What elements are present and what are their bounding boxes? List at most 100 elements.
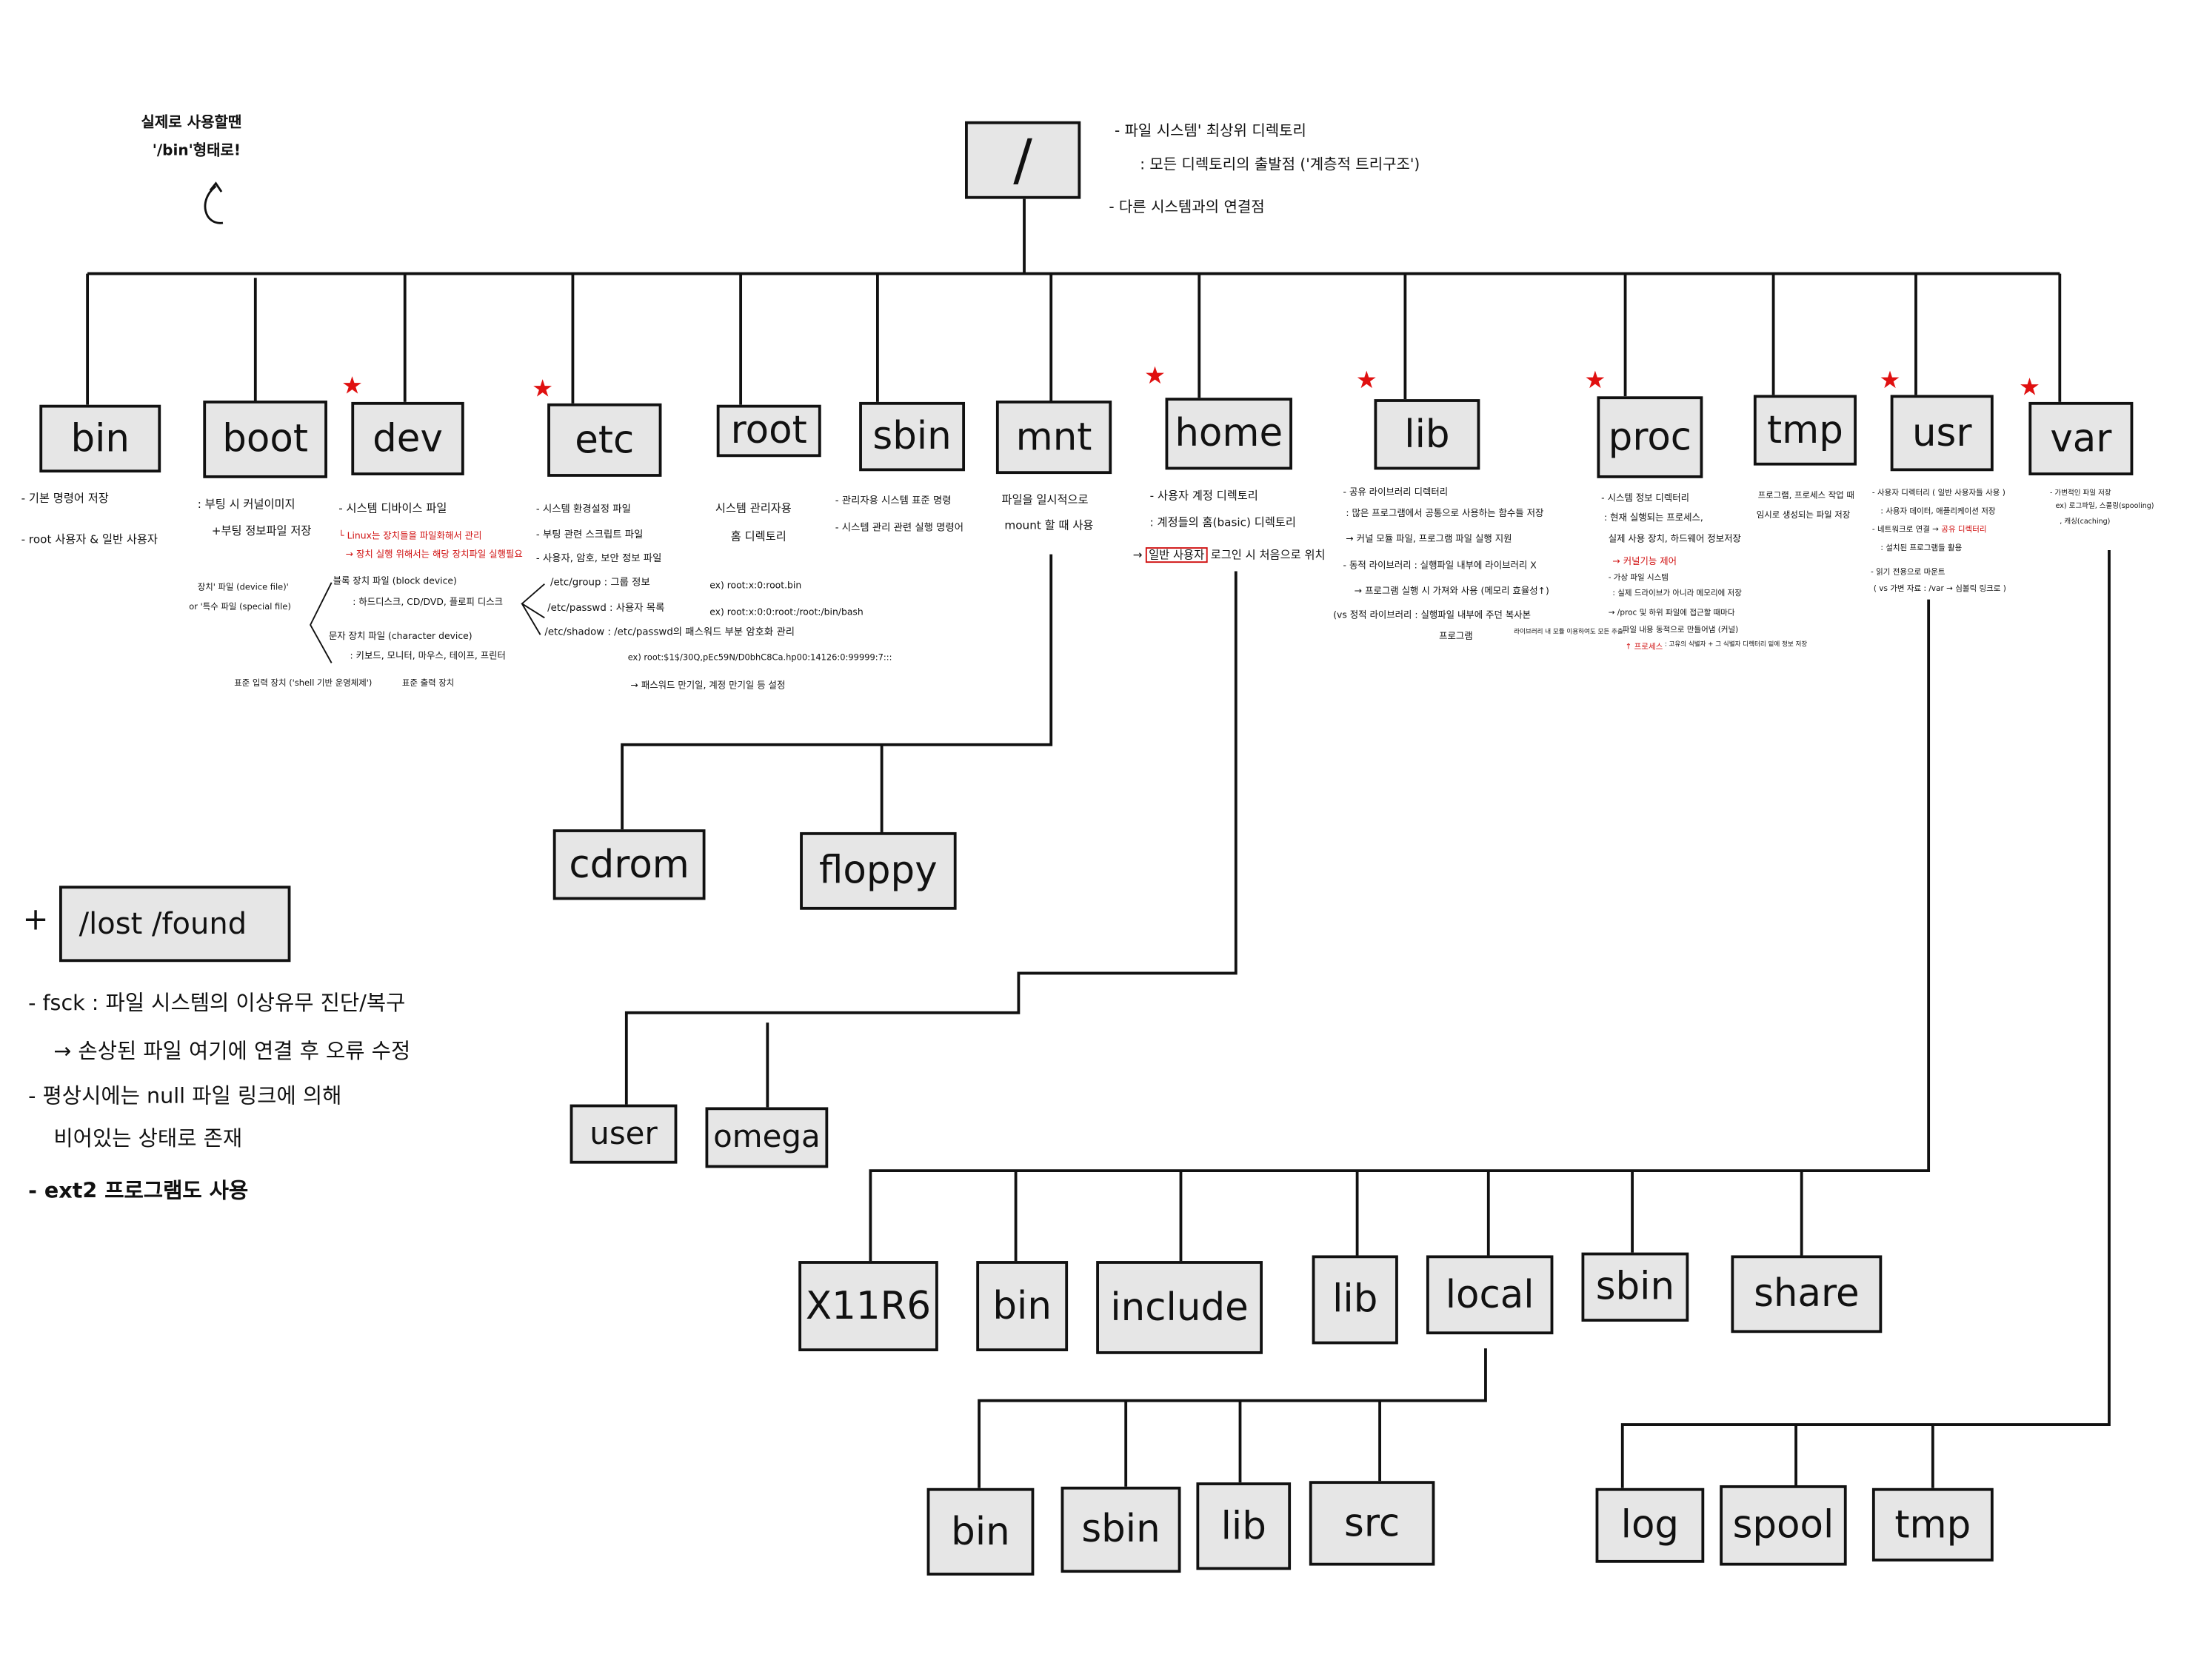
etc-note: ex) root:x:0:0:root:/root:/bin/bash xyxy=(709,606,864,618)
dir-proc[interactable]: proc xyxy=(1597,396,1703,478)
dir-user[interactable]: user xyxy=(570,1104,678,1164)
dir-floppy[interactable]: floppy xyxy=(800,831,957,910)
dir-lost-found[interactable]: /lost /found xyxy=(59,886,291,963)
dev-note: 장치' 파일 (device file)' xyxy=(197,582,289,593)
dir-boot[interactable]: boot xyxy=(203,401,327,478)
etc-note: /etc/group : 그룹 정보 xyxy=(550,577,650,589)
etc-note: /etc/passwd : 사용자 목록 xyxy=(547,602,665,614)
star-icon: ★ xyxy=(1355,367,1377,395)
root-note: : 모든 디렉토리의 출발점 ('계층적 트리구조') xyxy=(1140,156,1420,174)
dir-root-slash[interactable]: / xyxy=(965,121,1081,199)
proc-note: : 실제 드라이브가 아니라 메모리에 저장 xyxy=(1612,589,1742,598)
etc-note: ex) root:x:0:root.bin xyxy=(709,579,802,592)
tmp-note: 프로그램, 프로세스 작업 때 xyxy=(1757,490,1854,501)
lib-note: - 공유 라이브러리 디렉터리 xyxy=(1343,486,1449,498)
dev-note: - 시스템 디바이스 파일 xyxy=(338,502,447,515)
dir-root[interactable]: root xyxy=(716,404,821,458)
proc-note: 실제 사용 장치, 하드웨어 정보저장 xyxy=(1608,533,1741,545)
dev-note: 표준 출력 장치 xyxy=(401,678,455,689)
dev-note: └ Linux는 장치들을 파일화해서 관리 xyxy=(338,530,482,542)
etc-note: - 시스템 환경설정 파일 xyxy=(535,503,631,515)
dir-include[interactable]: include xyxy=(1096,1261,1263,1354)
dir-spool[interactable]: spool xyxy=(1720,1485,1847,1566)
highlight-box: 일반 사용자 xyxy=(1146,547,1207,563)
lost-found-note: - ext2 프로그램도 사용 xyxy=(28,1177,249,1203)
mnt-note: mount 할 때 사용 xyxy=(1004,519,1094,532)
dir-etc[interactable]: etc xyxy=(547,403,662,477)
mnt-note: 파일을 일시적으로 xyxy=(1001,493,1089,506)
dir-log[interactable]: log xyxy=(1595,1487,1705,1563)
lib-note: : 많은 프로그램에서 공통으로 사용하는 함수들 저장 xyxy=(1346,507,1544,520)
proc-note: → 커널기능 제어 xyxy=(1612,555,1677,567)
home-note: - 사용자 계정 디렉토리 xyxy=(1149,489,1258,503)
star-icon: ★ xyxy=(1143,362,1166,391)
proc-note: - 가상 파일 시스템 xyxy=(1608,574,1669,583)
lost-found-note: → 손상된 파일 여기에 연결 후 오류 수정 xyxy=(53,1038,411,1064)
etc-note: /etc/shadow : /etc/passwd의 패스워드 부분 암호화 관… xyxy=(544,626,795,638)
sbin-note: - 시스템 관리 관련 실행 명령어 xyxy=(835,521,963,534)
dev-note: or '특수 파일 (special file) xyxy=(189,602,291,612)
usr-note: - 네트워크로 연결 → 공유 디렉터리 xyxy=(1872,526,1987,535)
dir-var[interactable]: var xyxy=(2028,401,2134,475)
lost-found-note: - 평상시에는 null 파일 링크에 의해 xyxy=(28,1083,342,1109)
dir-local[interactable]: local xyxy=(1426,1255,1554,1335)
dir-local-src[interactable]: src xyxy=(1309,1481,1435,1566)
dir-usr[interactable]: usr xyxy=(1890,395,1994,472)
dir-tmp[interactable]: tmp xyxy=(1753,395,1857,466)
proc-note: → /proc 및 하위 파일에 접근할 때마다 xyxy=(1608,609,1735,618)
star-icon: ★ xyxy=(1879,367,1901,395)
arrow-text: → xyxy=(1132,549,1143,562)
dir-local-lib[interactable]: lib xyxy=(1196,1482,1292,1570)
dir-dev[interactable]: dev xyxy=(351,401,464,475)
shared-dir-label: 공유 디렉터리 xyxy=(1941,526,1987,535)
dir-usr-lib[interactable]: lib xyxy=(1312,1255,1398,1345)
dir-mnt[interactable]: mnt xyxy=(995,401,1112,475)
lib-note: 라이브러리 내 모듈 이용하여도 모든 추출. xyxy=(1514,629,1626,637)
dir-var-tmp[interactable]: tmp xyxy=(1871,1487,1994,1562)
dir-cdrom[interactable]: cdrom xyxy=(552,829,706,900)
star-icon: ★ xyxy=(1584,367,1606,395)
etc-note: - 부팅 관련 스크립트 파일 xyxy=(535,529,644,541)
dir-home[interactable]: home xyxy=(1165,398,1292,470)
top-note: '/bin'형태로! xyxy=(152,142,241,160)
lib-note: → 커널 모듈 파일, 프로그램 파일 실행 지원 xyxy=(1346,533,1512,545)
lib-note: - 동적 라이브러리 : 실행파일 내부에 라이브러리 X xyxy=(1343,560,1537,572)
proc-note: : 고유의 식별자 + 그 식별자 디렉터리 밑에 정보 저장 xyxy=(1664,641,1808,649)
star-icon: ★ xyxy=(2019,373,2041,402)
var-note: , 캐싱(caching) xyxy=(2060,518,2111,526)
star-icon: ★ xyxy=(341,372,364,401)
proc-note: - 시스템 정보 디렉터리 xyxy=(1601,492,1689,504)
proc-note: : 현재 실행되는 프로세스, xyxy=(1603,512,1703,523)
dev-note: 블록 장치 파일 (block device) xyxy=(333,575,457,587)
dev-note: 표준 입력 장치 ('shell 기반 운영체제') xyxy=(234,678,373,689)
dir-usr-bin[interactable]: bin xyxy=(976,1261,1069,1351)
home-note-text: 로그인 시 처음으로 위치 xyxy=(1210,549,1326,562)
dir-x11r6[interactable]: X11R6 xyxy=(798,1261,938,1351)
dir-usr-sbin[interactable]: sbin xyxy=(1581,1252,1689,1322)
etc-note: → 패스워드 만기일, 계정 만기일 등 설정 xyxy=(630,680,786,692)
dir-omega[interactable]: omega xyxy=(705,1107,829,1168)
dir-local-sbin[interactable]: sbin xyxy=(1061,1486,1181,1573)
etc-note: ex) root:$1$/30Q,pEc59N/D0bhC8Ca.hp00:14… xyxy=(627,653,892,663)
dev-note: : 하드디스크, CD/DVD, 플로피 디스크 xyxy=(353,596,504,609)
boot-note: +부팅 정보파일 저장 xyxy=(211,524,312,538)
root-note: - 파일 시스템' 최상위 디렉토리 xyxy=(1114,122,1306,140)
dir-local-bin[interactable]: bin xyxy=(926,1487,1035,1576)
dev-note: 문자 장치 파일 (character device) xyxy=(328,630,472,642)
usr-note: : 설치된 프로그램들 활용 xyxy=(1880,544,1963,553)
top-note: 실제로 사용할땐 xyxy=(141,114,242,132)
usr-note: - 읽기 전용으로 마운트 xyxy=(1871,568,1946,578)
lost-found-note: 비어있는 상태로 존재 xyxy=(53,1125,243,1151)
var-note: ex) 로그파일, 스풀링(spooling) xyxy=(2055,502,2154,511)
dir-bin[interactable]: bin xyxy=(39,404,161,473)
bin-note: - root 사용자 & 일반 사용자 xyxy=(21,533,158,546)
dir-lib[interactable]: lib xyxy=(1374,399,1480,470)
lib-note: 프로그램 xyxy=(1439,630,1473,642)
sbin-note: - 관리자용 시스템 표준 명령 xyxy=(835,495,952,506)
dir-sbin[interactable]: sbin xyxy=(859,401,966,472)
bin-note: - 기본 명령어 저장 xyxy=(21,492,109,505)
root-dir-note: 홈 디렉토리 xyxy=(730,530,786,543)
dir-share[interactable]: share xyxy=(1731,1255,1883,1333)
